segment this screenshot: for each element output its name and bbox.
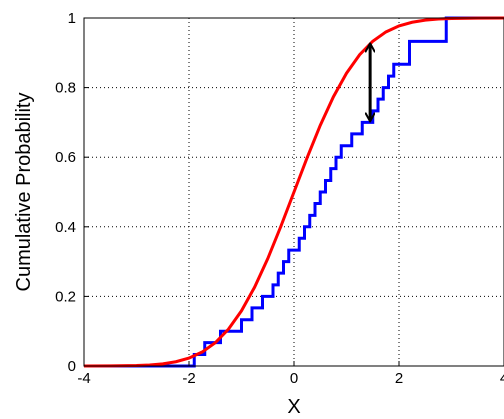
y-tick-label: 0.2 — [55, 288, 76, 305]
x-tick-label: 4 — [500, 370, 504, 387]
x-tick-label: -4 — [77, 370, 90, 387]
x-tick-label: 2 — [395, 370, 403, 387]
y-tick-label: 0.8 — [55, 80, 76, 97]
y-tick-label: 0 — [68, 358, 76, 375]
series-layer — [83, 16, 504, 368]
theoretical-cdf-line — [83, 16, 504, 368]
x-tick-label: -2 — [182, 370, 195, 387]
y-axis-label: Cumulative Probability — [13, 93, 35, 292]
tick-layer: -4 -2 0 2 4 0 0.2 0.4 0.6 0.8 1 — [55, 10, 504, 387]
y-tick-label: 0.4 — [55, 219, 76, 236]
empirical-cdf-line — [84, 16, 504, 368]
y-tick-label: 0.6 — [55, 149, 76, 166]
y-tick-label: 1 — [68, 10, 76, 27]
x-tick-label: 0 — [290, 370, 298, 387]
x-axis-label: X — [287, 396, 300, 418]
